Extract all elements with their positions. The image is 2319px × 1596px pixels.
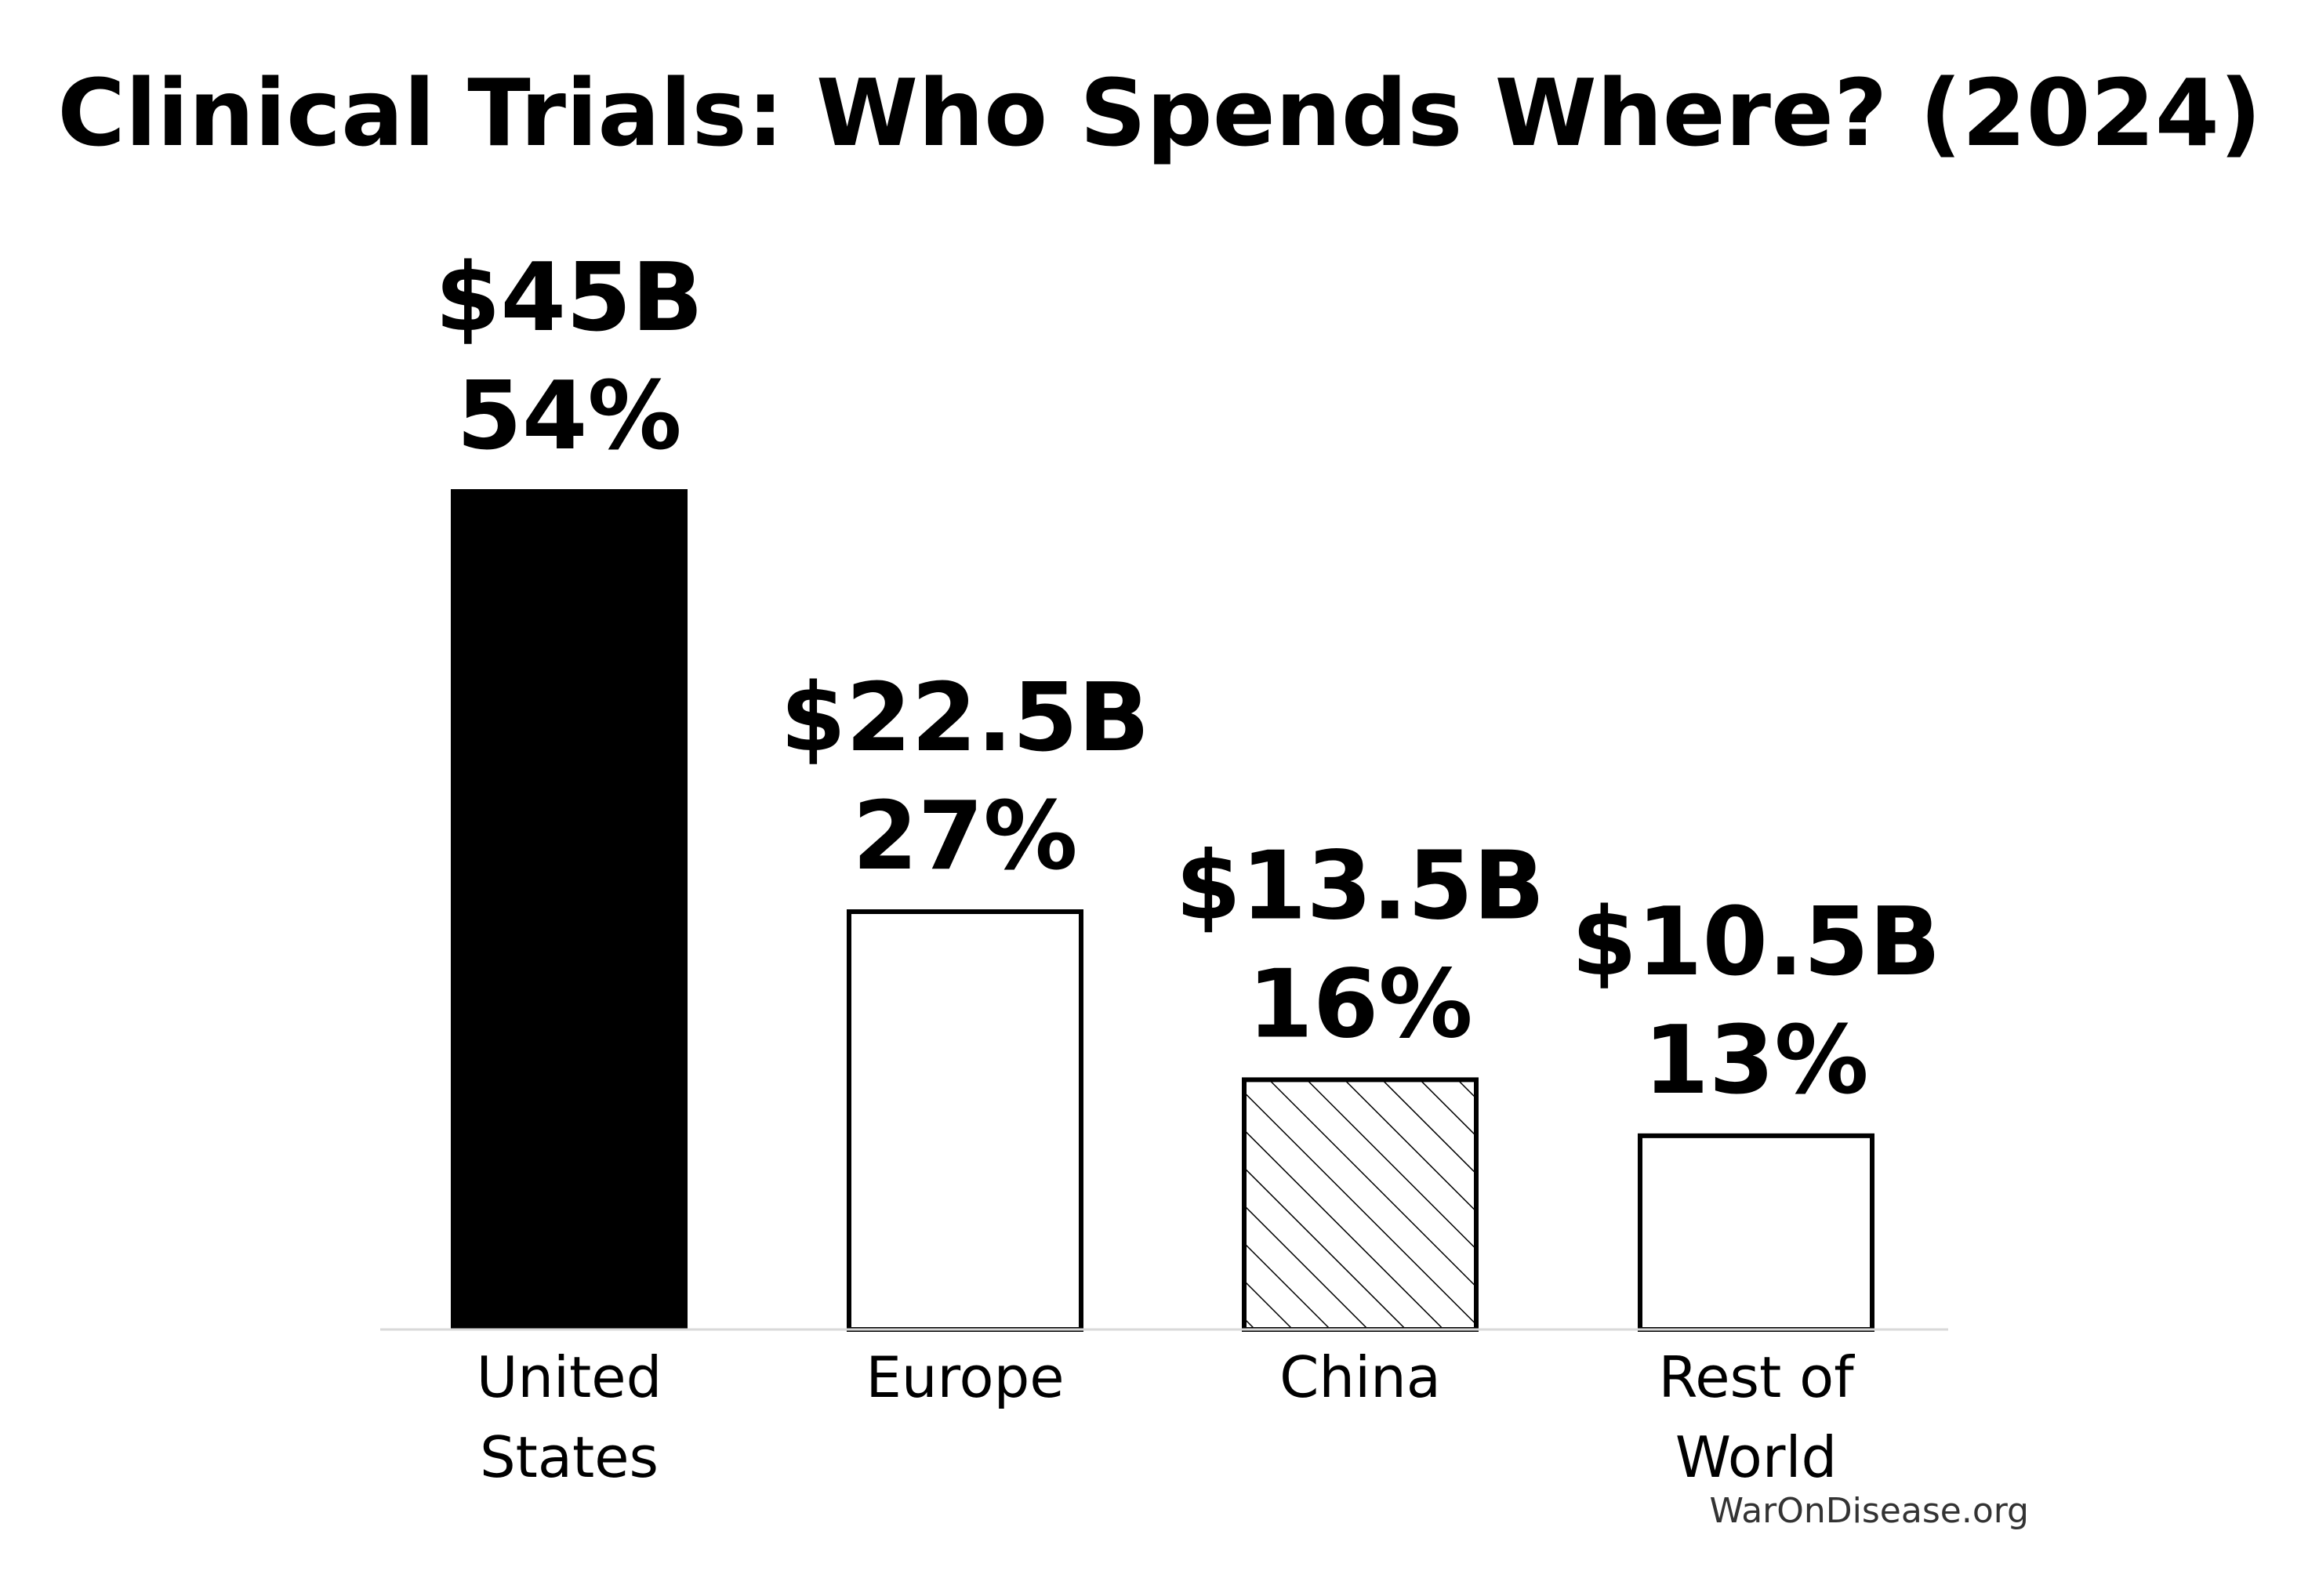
x-tick-label: Europe xyxy=(866,1344,1064,1410)
x-tick-label: United xyxy=(477,1344,662,1410)
bar xyxy=(1638,1133,1874,1333)
value-label: $13.5B xyxy=(1175,832,1544,941)
value-label: $45B xyxy=(435,244,703,353)
bars-layer xyxy=(451,489,1874,1333)
watermark: WarOnDisease.org xyxy=(1710,1491,2029,1531)
bar xyxy=(1242,1077,1479,1333)
bar xyxy=(847,909,1083,1332)
value-label: $22.5B xyxy=(780,664,1149,773)
percent-label: 16% xyxy=(1247,950,1472,1059)
x-tick-label: States xyxy=(480,1424,659,1490)
percent-label: 13% xyxy=(1643,1007,1868,1115)
bar xyxy=(451,489,688,1329)
percent-label: 27% xyxy=(852,782,1077,891)
x-tick-label: Rest of xyxy=(1658,1344,1855,1410)
labels-layer: 54%$45B 27%$22.5B 16%$13.5B 13%$10.5B xyxy=(435,244,1941,1115)
percent-label: 54% xyxy=(456,362,681,471)
chart-title: Clinical Trials: Who Spends Where? (2024… xyxy=(57,59,2262,167)
value-label: $10.5B xyxy=(1571,888,1940,997)
x-tick-labels: United States Europe China Rest of World xyxy=(477,1344,1855,1490)
x-tick-label: China xyxy=(1279,1344,1441,1410)
x-tick-label: World xyxy=(1675,1424,1837,1490)
